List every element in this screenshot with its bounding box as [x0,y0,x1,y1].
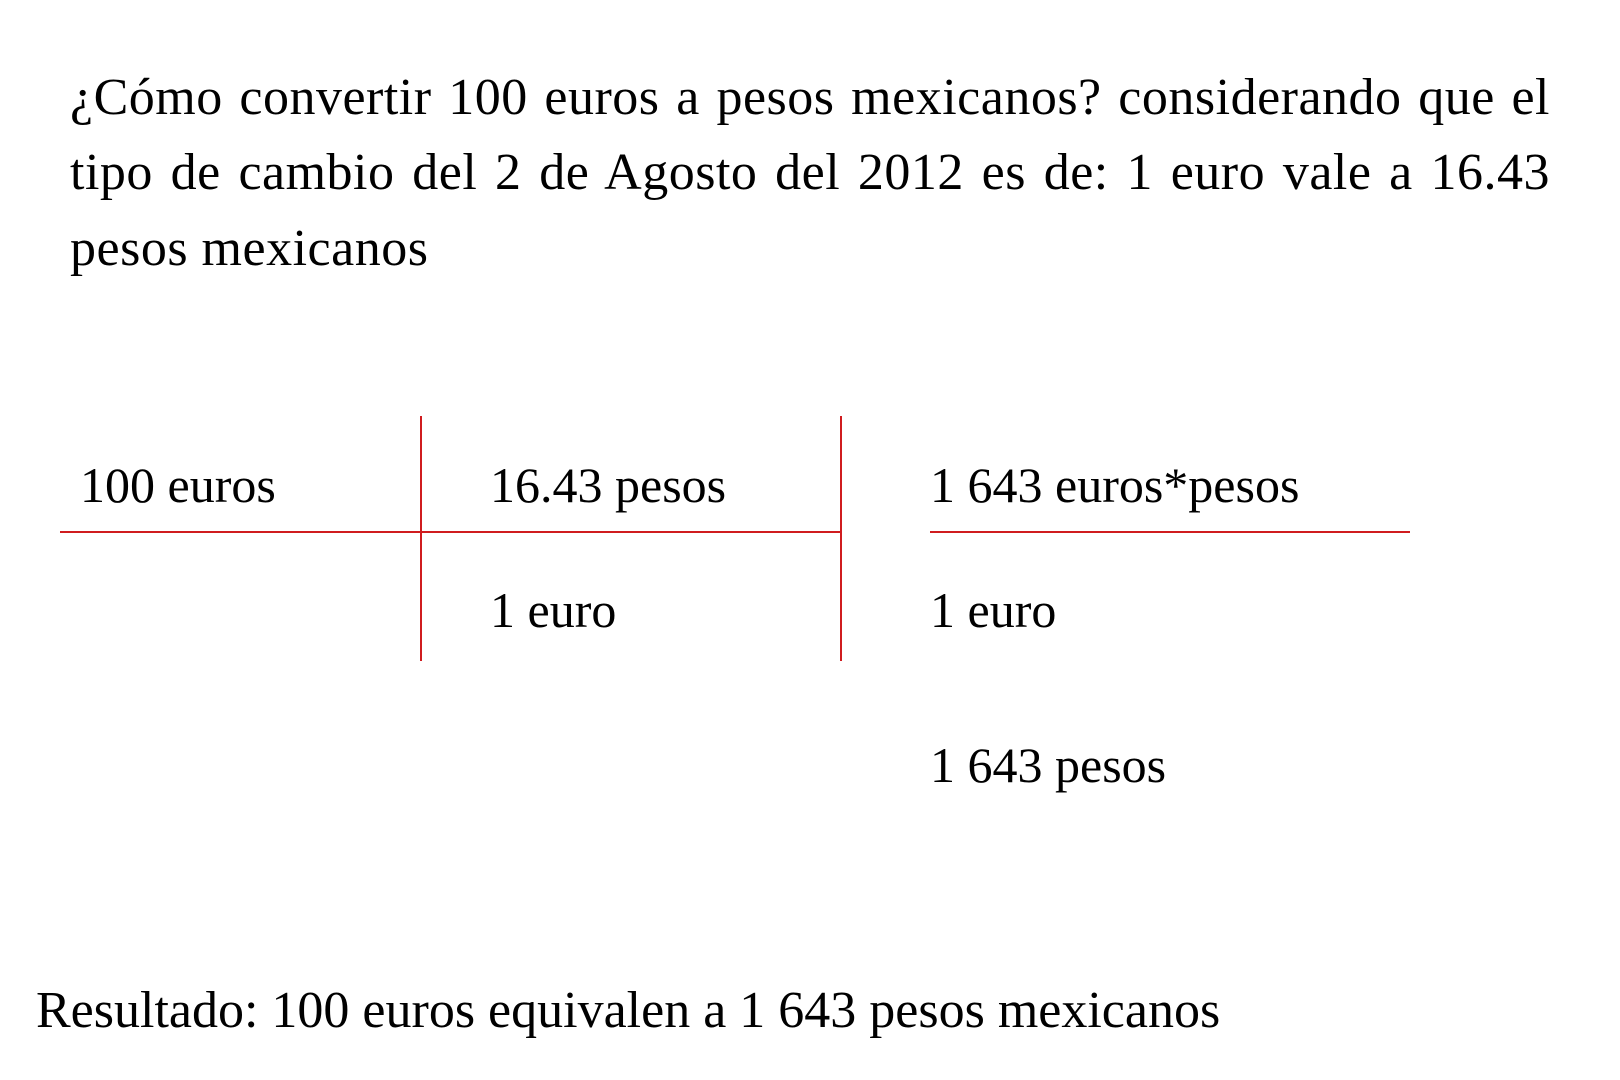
cell-b-top: 16.43 pesos [490,456,726,514]
divider-line-1 [420,416,422,661]
final-value: 1 643 pesos [930,736,1166,794]
cell-b-bottom: 1 euro [490,581,616,639]
question-text: ¿Cómo convertir 100 euros a pesos mexica… [70,60,1550,286]
fraction-line-1 [60,531,840,533]
cell-c-top: 1 643 euros*pesos [930,456,1299,514]
calculation-area: 100 euros 16.43 pesos 1 euro 1 643 euros… [60,416,1560,796]
cell-a-top: 100 euros [80,456,276,514]
page: ¿Cómo convertir 100 euros a pesos mexica… [0,0,1620,1080]
cell-c-bottom: 1 euro [930,581,1056,639]
divider-line-2 [840,416,842,661]
fraction-line-2 [930,531,1410,533]
result-text: Resultado: 100 euros equivalen a 1 643 p… [36,981,1220,1040]
